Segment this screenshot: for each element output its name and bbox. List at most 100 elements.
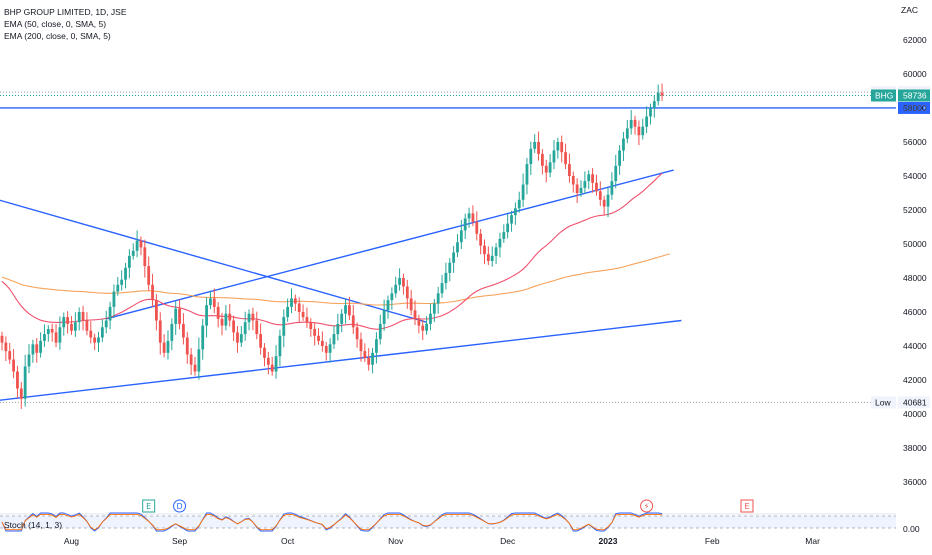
ema200-line: [1, 253, 670, 306]
candle-body: [541, 153, 544, 166]
y-tick-label: 62000: [903, 35, 927, 45]
event-markers[interactable]: E D ⚡ E: [142, 499, 754, 513]
candle-body: [444, 272, 448, 284]
candle-body: [216, 306, 220, 319]
candle-body: [652, 101, 656, 108]
candle-body: [348, 305, 351, 316]
candle-body: [100, 327, 104, 338]
candle-body: [224, 313, 228, 326]
candle-body: [467, 213, 471, 219]
candle-body: [19, 388, 23, 399]
candle-body: [494, 247, 498, 256]
candle-body: [375, 339, 378, 353]
candle-body: [282, 317, 286, 336]
candle-body: [502, 232, 506, 239]
y-tick-label: 40000: [903, 409, 927, 419]
y-tick-label: 46000: [903, 307, 927, 317]
symbol-label: BHG: [875, 91, 893, 101]
candle-body: [212, 298, 216, 307]
candle-body: [483, 245, 486, 255]
candle-body: [386, 300, 390, 311]
candle-body: [31, 344, 35, 355]
candle-body: [8, 351, 12, 360]
legend-ema200: EMA (200, close, 0, SMA, 5): [4, 31, 111, 41]
candle-body: [529, 148, 533, 165]
candle-body: [610, 181, 614, 195]
candle-body: [313, 329, 317, 336]
candle-body: [544, 165, 548, 173]
candle-body: [232, 320, 235, 333]
candle-body: [155, 300, 158, 321]
candle-body: [521, 184, 525, 200]
ema50-line: [1, 172, 663, 330]
candle-body: [158, 320, 162, 343]
candle-body: [440, 283, 444, 294]
stoch-panel[interactable]: 0.00: [0, 512, 920, 534]
candle-body: [421, 325, 425, 331]
y-tick-label: 56000: [903, 137, 927, 147]
candle-body: [390, 293, 394, 301]
candle-body: [637, 126, 641, 136]
candle-body: [351, 315, 355, 328]
candle-body: [498, 238, 502, 248]
candle-body: [463, 218, 467, 231]
candle-body: [533, 142, 537, 149]
trendline: [0, 319, 682, 401]
candle-body: [108, 306, 112, 321]
candle-body: [70, 323, 73, 331]
candle-body: [77, 312, 81, 323]
candle-body: [182, 323, 185, 338]
candle-body: [166, 340, 170, 353]
candle-body: [309, 322, 313, 329]
candle-body: [127, 255, 131, 268]
candle-body: [39, 340, 42, 353]
candle-body: [290, 298, 293, 307]
candle-body: [35, 344, 39, 353]
candle-body: [340, 313, 344, 324]
candle-body: [378, 323, 382, 340]
price-markers: High58934BHG5873658003Low40681: [871, 86, 930, 409]
candle-body: [560, 142, 564, 153]
candle-body: [367, 357, 371, 365]
trendlines[interactable]: [0, 107, 896, 401]
candle-body: [201, 325, 205, 350]
candle-body: [185, 337, 189, 355]
candle-body: [73, 322, 77, 331]
candle-body: [641, 126, 645, 136]
candle-body: [633, 119, 637, 127]
y-tick-label: 50000: [903, 239, 927, 249]
candle-body: [66, 317, 70, 324]
low-label-bg: [871, 396, 896, 409]
candle-body: [197, 349, 201, 372]
candle-body: [429, 313, 432, 324]
y-tick-label: 42000: [903, 375, 927, 385]
candle-body: [371, 352, 374, 365]
candle-body: [409, 298, 413, 311]
candles[interactable]: [0, 83, 664, 409]
last-price-label: 58736: [903, 91, 927, 101]
candle-body: [459, 230, 463, 243]
candle-body: [4, 342, 8, 352]
candle-body: [436, 293, 440, 304]
candle-body: [116, 284, 120, 292]
candle-body: [255, 320, 259, 335]
candle-body: [263, 347, 266, 358]
candle-body: [405, 286, 409, 299]
candle-body: [591, 174, 594, 183]
hline-price-label-bg: [898, 101, 930, 114]
candle-body: [583, 181, 587, 188]
candle-body: [81, 312, 85, 321]
hline-price-label: 58003: [903, 103, 927, 113]
candle-body: [398, 278, 401, 285]
candle-body: [564, 152, 567, 165]
candle-body: [625, 128, 629, 139]
candle-body: [243, 322, 247, 335]
candle-body: [266, 357, 270, 365]
candle-body: [548, 162, 552, 173]
candle-body: [193, 364, 197, 372]
trendline: [0, 199, 427, 323]
candle-body: [486, 254, 490, 261]
candle-body: [247, 313, 251, 323]
